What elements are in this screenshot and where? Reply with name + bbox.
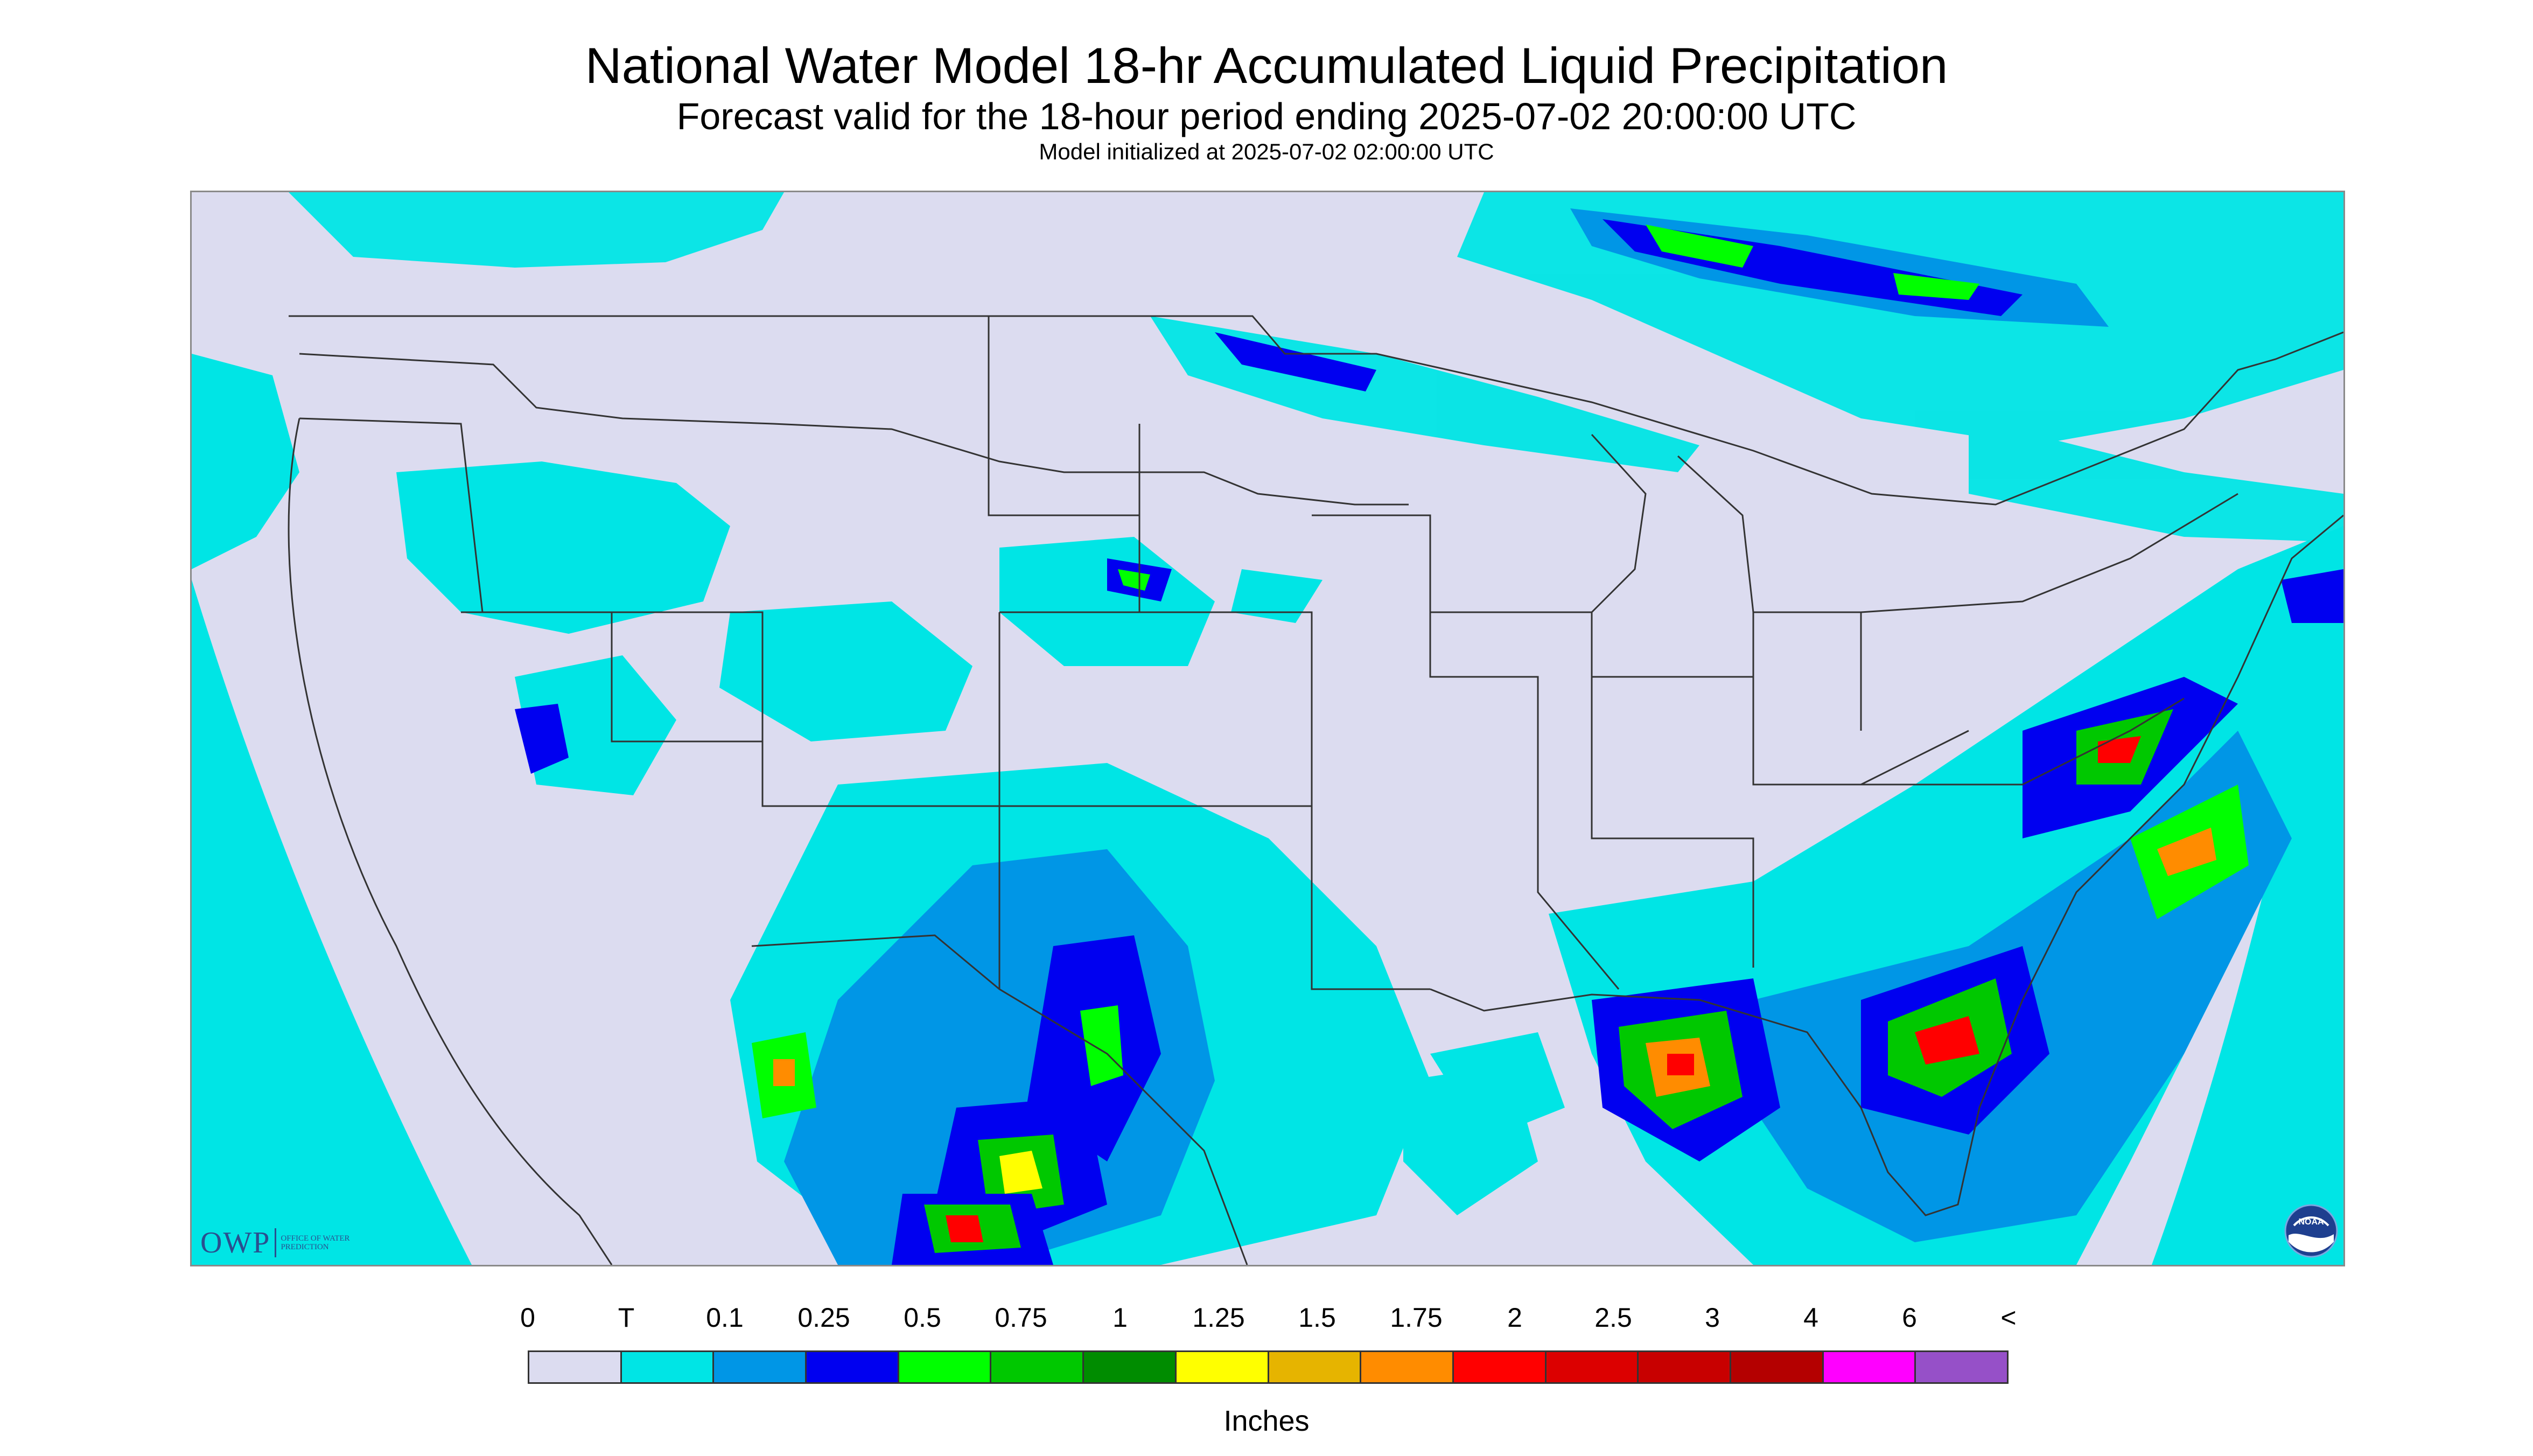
page-title: National Water Model 18-hr Accumulated L…: [585, 37, 1948, 94]
colorbar-label: 0.75: [995, 1303, 1047, 1333]
colorbar-units-label: Inches: [1223, 1405, 1310, 1437]
colorbar-swatch: [714, 1352, 807, 1382]
model-init-text: Model initialized at 2025-07-02 02:00:00…: [1039, 139, 1494, 164]
western-moderate-precip: [515, 558, 1215, 1265]
owp-logo-text: OWP: [200, 1226, 271, 1259]
colorbar-label: 6: [1902, 1303, 1917, 1333]
colorbar-swatch: [1269, 1352, 1362, 1382]
colorbar-label: 1: [1112, 1303, 1128, 1333]
owp-logo-subtext: OFFICE OF WATER PREDICTION: [281, 1234, 350, 1251]
owp-logo-divider: [275, 1228, 277, 1257]
colorbar-swatch: [1361, 1352, 1454, 1382]
precipitation-colorbar: [528, 1350, 2009, 1384]
colorbar-tick-labels: 0 T 0.1 0.25 0.5 0.75 1 1.25 1.5 1.75 2 …: [0, 1302, 2533, 1340]
colorbar-swatch: [1084, 1352, 1177, 1382]
colorbar-swatch: [1916, 1352, 2007, 1382]
southeast-moderate-precip: [1592, 569, 2343, 1242]
colorbar-label: 2: [1507, 1303, 1522, 1333]
colorbar-swatch: [1639, 1352, 1731, 1382]
noaa-logo-text: NOAA: [2298, 1217, 2324, 1227]
colorbar-swatch: [807, 1352, 899, 1382]
colorbar-label: 4: [1803, 1303, 1818, 1333]
colorbar-label: 0.5: [904, 1303, 941, 1333]
colorbar-label: 3: [1705, 1303, 1720, 1333]
forecast-valid-subtitle: Forecast valid for the 18-hour period en…: [676, 95, 1857, 137]
noaa-logo-icon: NOAA: [2284, 1204, 2338, 1258]
colorbar-swatch: [1546, 1352, 1639, 1382]
colorbar-swatch: [1823, 1352, 1916, 1382]
colorbar-label: 0.1: [706, 1303, 744, 1333]
colorbar-swatch: [1731, 1352, 1824, 1382]
colorbar-swatch: [1176, 1352, 1269, 1382]
colorbar-label: <: [2000, 1303, 2017, 1333]
state-boundaries: [288, 315, 2343, 1265]
colorbar-label: 1.75: [1390, 1303, 1443, 1333]
colorbar-label: 1.5: [1298, 1303, 1336, 1333]
colorbar-label: 0.25: [797, 1303, 850, 1333]
colorbar-label: 2.5: [1594, 1303, 1632, 1333]
owp-logo: OWP OFFICE OF WATER PREDICTION: [200, 1226, 356, 1259]
colorbar-swatch: [991, 1352, 1084, 1382]
colorbar-label: 1.25: [1192, 1303, 1245, 1333]
northern-heavy-precip: [1215, 208, 2109, 391]
colorbar-swatch: [899, 1352, 992, 1382]
colorbar-swatch: [621, 1352, 715, 1382]
colorbar-label: 0: [520, 1303, 535, 1333]
colorbar-swatch: [1453, 1352, 1547, 1382]
colorbar-label: T: [618, 1303, 635, 1333]
colorbar-swatch: [529, 1352, 622, 1382]
precipitation-map[interactable]: [190, 191, 2345, 1266]
